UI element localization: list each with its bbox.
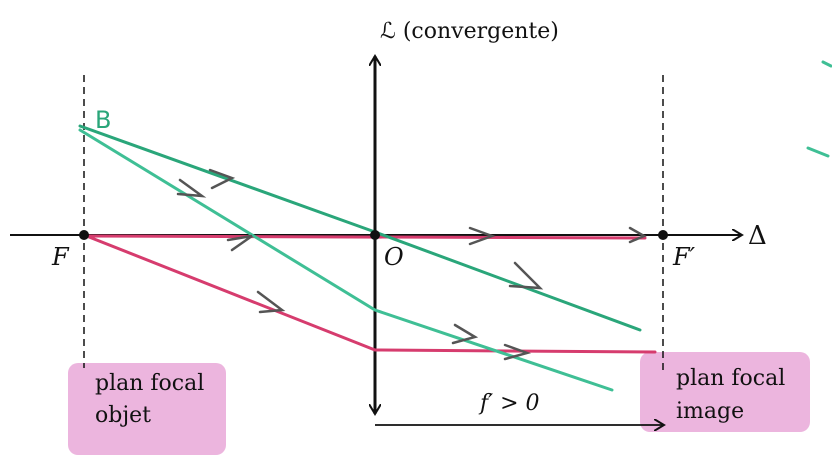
point-label: F <box>51 243 70 271</box>
ray <box>80 234 647 240</box>
point-label: B <box>95 106 111 134</box>
axis-label: Δ <box>748 221 767 251</box>
rays <box>78 60 832 392</box>
plane-label: image <box>676 399 744 424</box>
point-label: F′ <box>672 243 696 271</box>
plane-label: plan focal <box>95 371 204 396</box>
center-point <box>370 230 380 240</box>
ray <box>806 60 832 158</box>
plane-label: objet <box>95 403 151 428</box>
focal-point <box>79 230 89 240</box>
highlight <box>640 352 810 432</box>
point-label: O <box>384 243 404 271</box>
ray <box>78 128 614 392</box>
highlight <box>68 363 226 455</box>
focal-point <box>658 230 668 240</box>
ray-arrows <box>176 168 647 361</box>
plane-label: plan focal <box>676 366 785 391</box>
lens-label: ℒ (convergente) <box>380 19 559 44</box>
focal-length-label: f′ > 0 <box>478 391 540 416</box>
ray <box>82 233 657 354</box>
